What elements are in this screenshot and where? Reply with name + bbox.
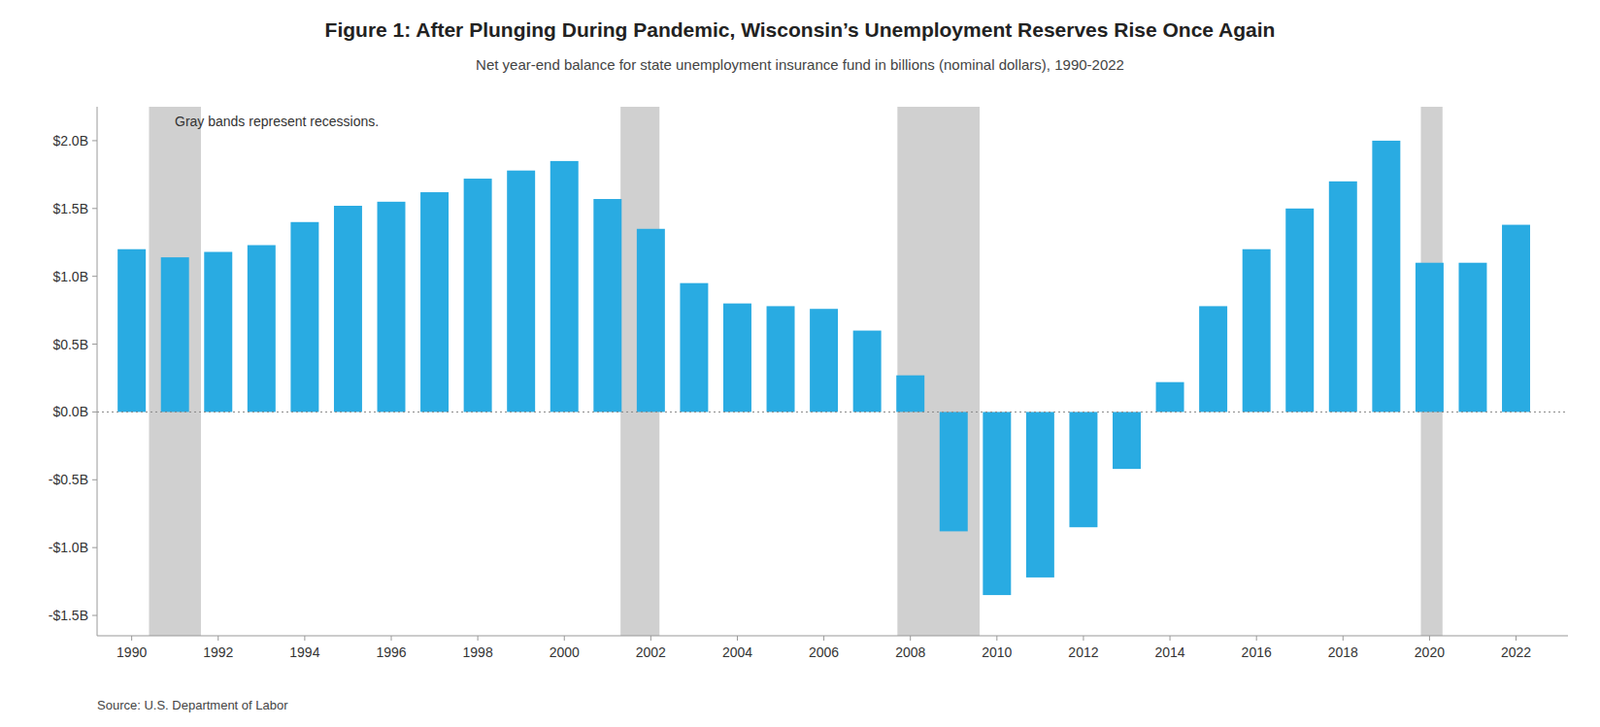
y-tick-label: -$1.0B — [48, 539, 89, 556]
bar — [506, 170, 535, 413]
recession-band — [148, 106, 200, 636]
bar — [1199, 305, 1228, 412]
bar — [1371, 140, 1400, 412]
bar — [723, 303, 752, 413]
bar — [766, 305, 796, 412]
source: Source: U.S. Department of Labor — [97, 698, 289, 713]
y-tick — [92, 479, 98, 481]
bar — [420, 192, 449, 412]
x-tick-label: 2010 — [981, 644, 1012, 661]
x-tick-label: 2012 — [1067, 644, 1099, 661]
x-tick — [1082, 635, 1084, 641]
y-tick — [92, 547, 98, 549]
bar — [853, 331, 882, 413]
bar — [593, 199, 622, 412]
x-tick — [909, 635, 911, 641]
bar — [1156, 382, 1185, 413]
annotation: Gray bands represent recessions. — [174, 113, 379, 130]
bar — [117, 249, 146, 413]
y-tick-label: -$0.5B — [48, 471, 89, 488]
zero-line — [97, 411, 1568, 413]
bar — [290, 222, 319, 413]
x-axis: 1990 1992 1994 1996 1998 2000 2002 2004 2006 2008… — [116, 635, 1532, 661]
bar — [982, 411, 1011, 596]
y-tick-label: $0.0B — [52, 403, 89, 420]
title: Figure 1: After Plunging During Pandemic… — [325, 18, 1276, 41]
chart: Figure 1: After Plunging During Pandemic… — [0, 0, 1600, 727]
y-tick-label: -$1.5B — [48, 607, 89, 624]
bar — [1458, 263, 1487, 413]
y-tick-label: $2.0B — [52, 133, 89, 149]
x-axis-line — [97, 635, 1568, 637]
subtitle: Net year-end balance for state unemploym… — [475, 56, 1125, 73]
x-tick — [650, 635, 652, 641]
x-tick-label: 1990 — [116, 644, 147, 661]
y-tick — [92, 207, 98, 209]
x-tick — [477, 635, 479, 641]
x-tick-label: 2006 — [808, 644, 839, 661]
bar — [464, 178, 493, 412]
x-tick-label: 1996 — [375, 644, 406, 661]
bar — [550, 161, 579, 413]
x-tick — [131, 635, 133, 641]
bar — [1501, 225, 1531, 413]
plot-area — [97, 106, 1568, 636]
x-tick — [1515, 635, 1517, 641]
x-tick-label: 2004 — [722, 644, 753, 661]
x-tick — [303, 635, 305, 641]
bar — [377, 201, 406, 413]
bar — [939, 411, 968, 532]
x-tick-label: 2016 — [1241, 644, 1272, 661]
bar — [1068, 411, 1098, 528]
bar — [1242, 249, 1271, 413]
x-tick-label: 2014 — [1154, 644, 1185, 661]
x-tick — [1256, 635, 1258, 641]
x-tick-label: 2008 — [895, 644, 926, 661]
bar — [247, 245, 276, 413]
x-tick-label: 1994 — [289, 644, 320, 661]
x-tick — [996, 635, 998, 641]
x-tick — [1342, 635, 1344, 641]
y-tick-label: $1.0B — [52, 268, 89, 285]
bar — [161, 257, 190, 412]
x-tick-label: 1998 — [463, 644, 494, 661]
bar — [1329, 181, 1358, 413]
x-tick-label: 2020 — [1414, 644, 1445, 661]
bar — [1026, 411, 1055, 577]
bar — [896, 375, 925, 413]
y-tick — [92, 139, 98, 141]
x-tick-label: 2022 — [1500, 644, 1532, 661]
y-tick — [92, 615, 98, 617]
x-tick — [564, 635, 566, 641]
y-axis: -$1.5B -$1.0B -$0.5B $0.0B $0.5B $1.0B $1.5B $2… — [48, 133, 98, 624]
x-tick — [391, 635, 393, 641]
x-tick — [823, 635, 825, 641]
x-tick — [217, 635, 219, 641]
recession-band — [897, 106, 980, 636]
y-tick — [92, 411, 98, 413]
x-tick-label: 2000 — [549, 644, 580, 661]
x-tick — [736, 635, 738, 641]
bar — [809, 308, 838, 412]
y-tick-label: $0.5B — [52, 336, 89, 353]
bar — [1112, 411, 1141, 469]
bar — [679, 283, 708, 413]
bar — [1285, 208, 1314, 413]
bar — [203, 252, 233, 413]
bar — [636, 229, 666, 413]
x-tick — [1169, 635, 1171, 641]
x-tick-label: 2002 — [635, 644, 667, 661]
x-tick-label: 2018 — [1328, 644, 1359, 661]
y-tick — [92, 343, 98, 345]
bar — [333, 205, 363, 412]
y-tick-label: $1.5B — [52, 200, 89, 217]
x-tick-label: 1992 — [202, 644, 234, 661]
y-tick — [92, 275, 98, 277]
y-axis-line — [97, 106, 99, 636]
bar — [1415, 263, 1444, 413]
x-tick — [1429, 635, 1431, 641]
